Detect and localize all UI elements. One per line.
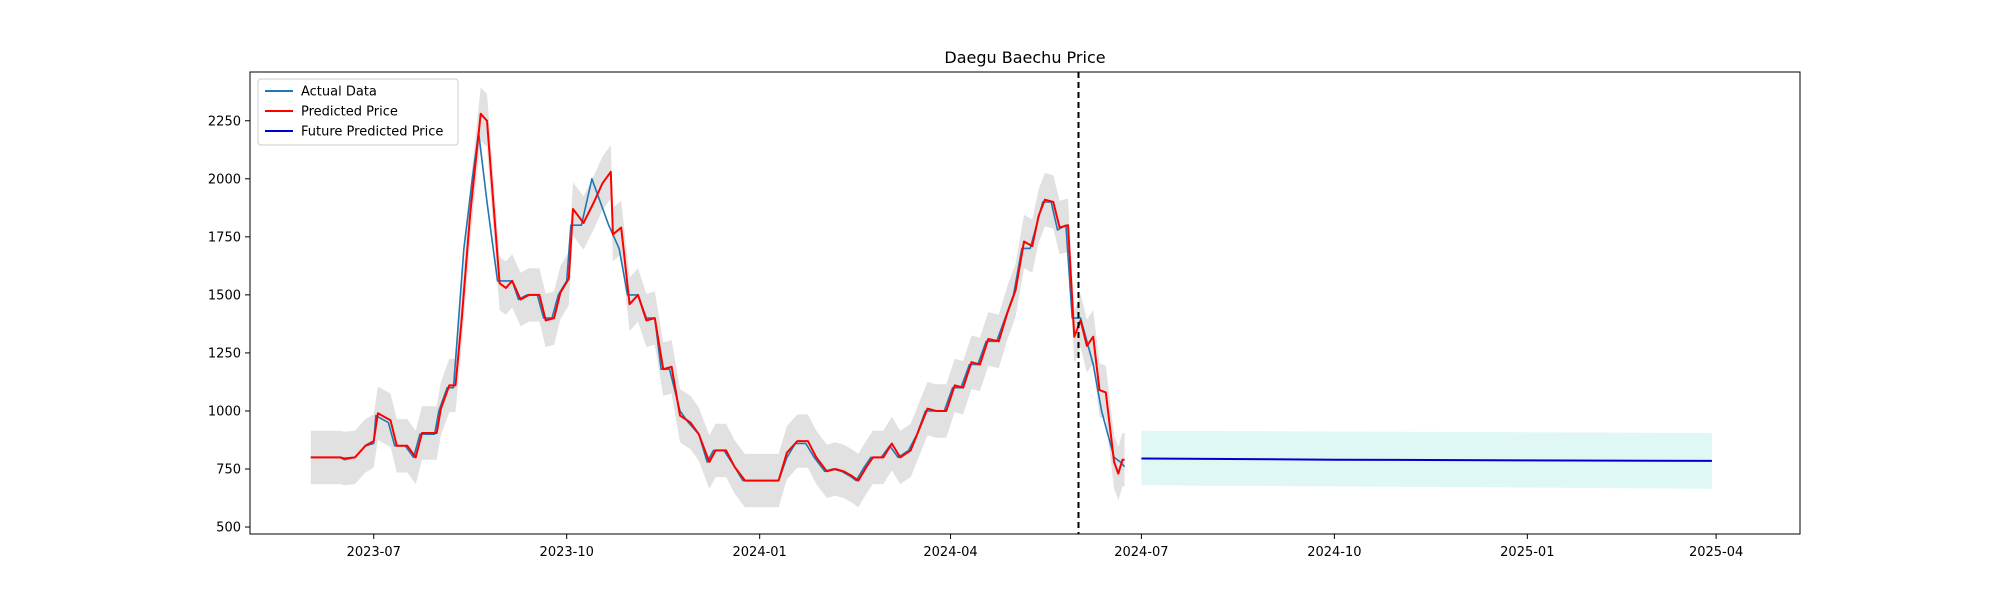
legend-label: Actual Data bbox=[301, 85, 377, 100]
y-tick-label: 500 bbox=[216, 521, 241, 536]
y-tick-label: 2250 bbox=[208, 114, 241, 129]
confidence-bands bbox=[310, 87, 1712, 508]
y-tick-label: 1750 bbox=[208, 230, 241, 245]
y-axis: 500 750 1000 1250 1500 1750 2000 2250 bbox=[208, 114, 250, 536]
chart-title: Daegu Baechu Price bbox=[944, 48, 1105, 67]
series-predicted-price-line bbox=[310, 112, 1125, 482]
x-tick-label: 2025-04 bbox=[1689, 545, 1743, 560]
series-future-predicted-price-line bbox=[1141, 457, 1712, 462]
plot-frame bbox=[249, 71, 1801, 535]
x-tick-label: 2023-07 bbox=[347, 545, 401, 560]
legend-label: Future Predicted Price bbox=[301, 125, 443, 140]
x-tick-label: 2024-07 bbox=[1114, 545, 1168, 560]
historical-confidence-band bbox=[310, 87, 1125, 508]
x-axis: 2023-07 2023-10 2024-01 2024-04 2024-07 2024-… bbox=[347, 534, 1743, 560]
x-tick-label: 2023-10 bbox=[540, 545, 594, 560]
x-tick-label: 2024-01 bbox=[733, 545, 787, 560]
legend-box bbox=[257, 78, 459, 146]
y-tick-label: 1250 bbox=[208, 346, 241, 361]
legend-label: Predicted Price bbox=[301, 105, 398, 120]
x-tick-label: 2024-04 bbox=[923, 545, 977, 560]
y-tick-label: 750 bbox=[216, 462, 241, 477]
y-tick-label: 1500 bbox=[208, 288, 241, 303]
y-tick-label: 2000 bbox=[208, 172, 241, 187]
y-tick-label: 1000 bbox=[208, 404, 241, 419]
x-tick-label: 2025-01 bbox=[1500, 545, 1554, 560]
series-layer bbox=[310, 112, 1712, 482]
legend: Actual Data Predicted Price Future Predict… bbox=[257, 78, 459, 146]
x-tick-label: 2024-10 bbox=[1307, 545, 1361, 560]
